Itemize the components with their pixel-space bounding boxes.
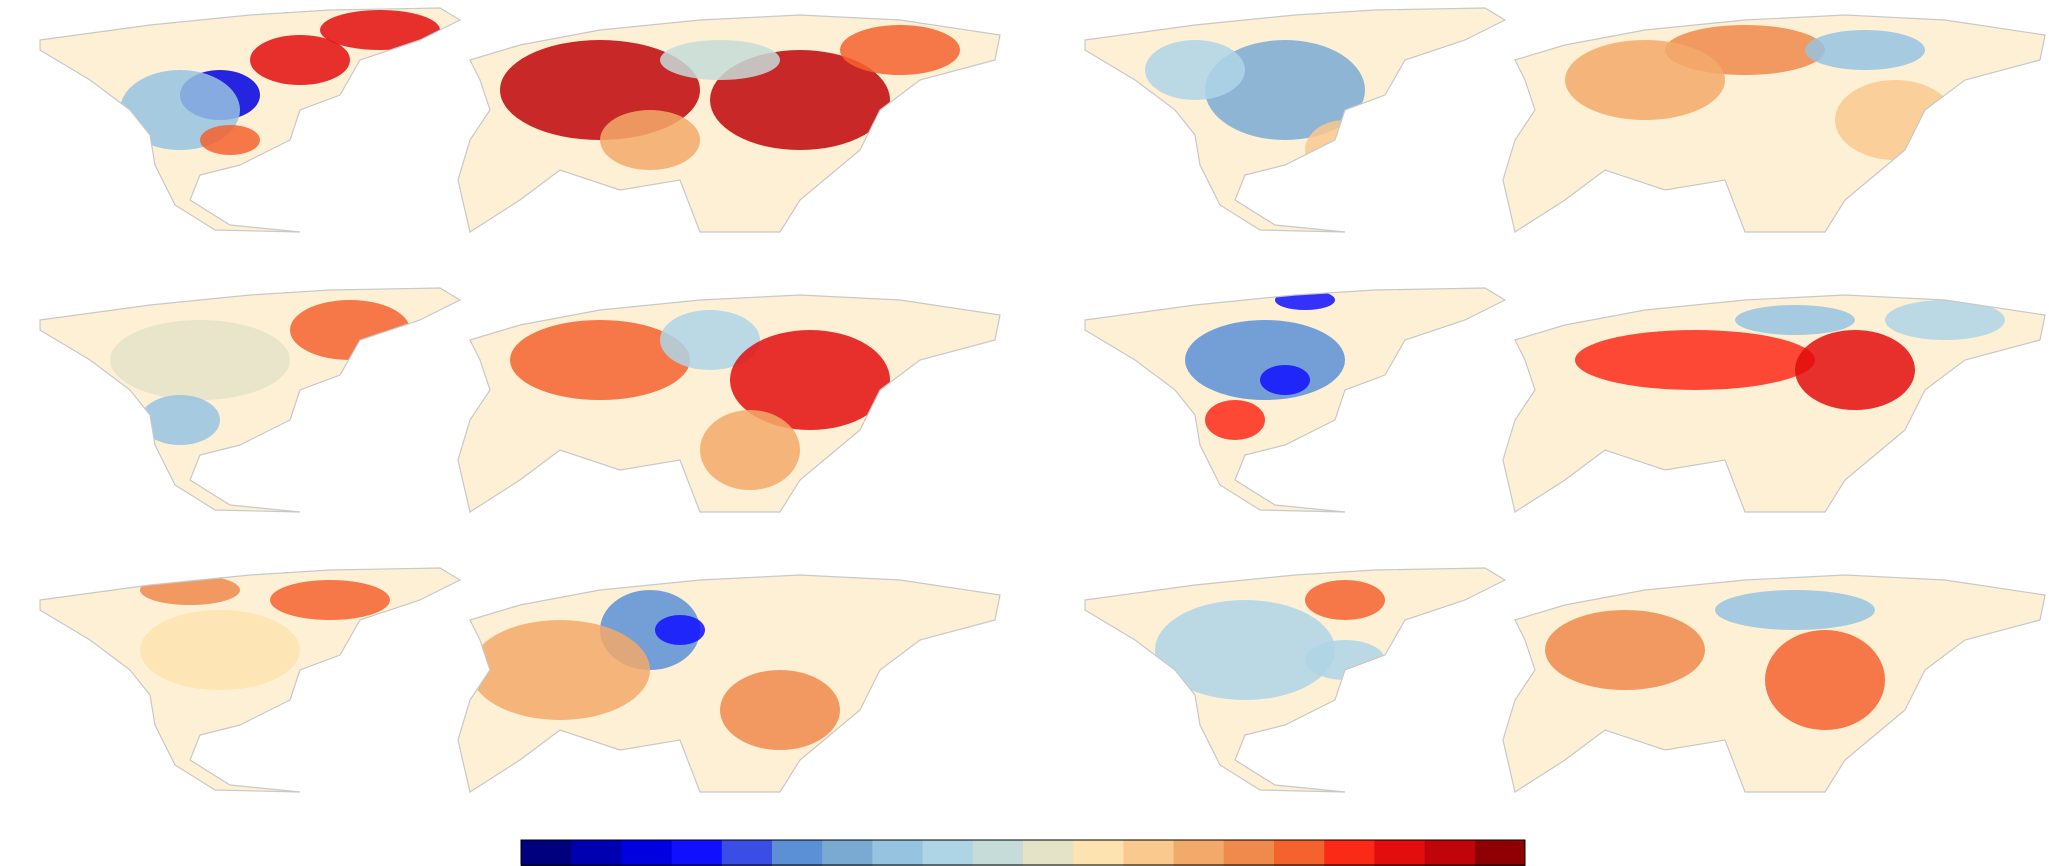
coastline (1084, 7, 1507, 233)
anomaly-patch (720, 670, 840, 750)
colorbar-swatch (1424, 840, 1476, 866)
colorbar-swatch (822, 840, 873, 866)
anomaly-patch (1735, 305, 1855, 335)
anomaly-patch (1205, 400, 1265, 440)
anomaly-patch (1305, 580, 1385, 620)
colorbar-swatch (721, 840, 773, 866)
colorbar-swatch (1023, 840, 1074, 866)
anomaly-patch (320, 10, 440, 50)
anomaly-patch (200, 125, 260, 155)
map-panel (39, 287, 1001, 513)
map-panel (1084, 7, 2046, 233)
anomaly-patch (600, 110, 700, 170)
coastline (39, 287, 462, 513)
anomaly-patch (1565, 40, 1725, 120)
anomaly-patch (1805, 30, 1925, 70)
anomaly-patch (660, 310, 760, 370)
anomaly-field (140, 575, 840, 750)
coastline (457, 574, 1001, 793)
anomaly-field (1145, 25, 1955, 180)
anomaly-patch (730, 330, 890, 430)
coastline (1502, 14, 2046, 233)
anomaly-patch (1305, 120, 1385, 180)
anomaly-patch (470, 620, 650, 720)
landmass (40, 8, 460, 232)
coastline (1084, 567, 1507, 793)
map-panel (39, 7, 1001, 233)
anomaly-patch (1155, 600, 1335, 700)
coastline (1084, 287, 1507, 513)
anomaly-field (120, 10, 960, 170)
anomaly-patch (290, 300, 410, 360)
anomaly-patch (1545, 610, 1705, 690)
anomaly-field (1155, 580, 1885, 730)
anomaly-patch (140, 395, 220, 445)
colorbar-swatch (1073, 840, 1124, 866)
anomaly-patch (140, 575, 240, 605)
colorbar-swatch (1324, 840, 1375, 866)
anomaly-patch (1715, 590, 1875, 630)
colorbar-swatch (1173, 840, 1225, 866)
colorbar-swatch (621, 840, 673, 866)
anomaly-patch (1205, 40, 1365, 140)
colorbar-swatch (671, 840, 723, 866)
coastline (39, 7, 462, 233)
colorbar-swatch (922, 840, 974, 866)
anomaly-patch (700, 410, 800, 490)
coastline (1502, 294, 2046, 513)
colorbar-swatch (1374, 840, 1426, 866)
colorbar-swatch (1274, 840, 1325, 866)
coastline (39, 567, 462, 793)
anomaly-patch (1145, 40, 1245, 100)
anomaly-patch (660, 40, 780, 80)
anomaly-patch (140, 610, 300, 690)
map-panel (39, 567, 1001, 793)
anomaly-patch (250, 35, 350, 85)
anomaly-patch (1575, 330, 1815, 390)
anomaly-patch (270, 580, 390, 620)
colorbar-swatch (521, 840, 572, 866)
colorbar-frame (520, 839, 1526, 866)
anomaly-patch (1885, 300, 2005, 340)
anomaly-field (1185, 290, 2005, 440)
anomaly-patch (1765, 630, 1885, 730)
map-panel (1084, 567, 2046, 793)
anomaly-patch (110, 320, 290, 400)
colorbar-swatch (772, 840, 823, 866)
anomaly-patch (1835, 80, 1955, 160)
landmass (1085, 288, 1505, 512)
colorbar-swatch (972, 840, 1024, 866)
colorbar-swatch (872, 840, 924, 866)
anomaly-patch (1795, 330, 1915, 410)
colorbar-swatch (1223, 840, 1275, 866)
coastline (1502, 574, 2046, 793)
coastline (457, 14, 1001, 233)
map-panel (1084, 287, 2046, 513)
anomaly-patch (1260, 365, 1310, 395)
anomaly-patch (655, 615, 705, 645)
anomaly-patch (840, 25, 960, 75)
colorbar-swatch (1474, 840, 1526, 866)
anomaly-field (110, 300, 890, 490)
anomaly-patch (510, 320, 690, 400)
coastline (457, 294, 1001, 513)
colorbar-swatch (1123, 840, 1175, 866)
colorbar-swatch (571, 840, 622, 866)
